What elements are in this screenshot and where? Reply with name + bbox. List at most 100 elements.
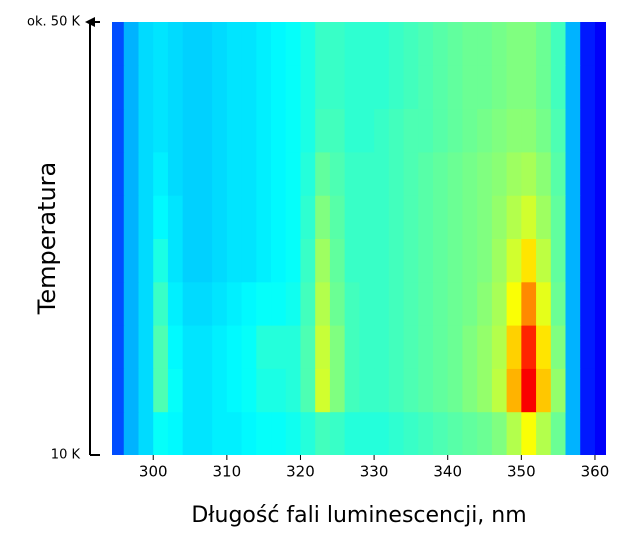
heatmap-cell — [388, 65, 405, 110]
heatmap-cell — [521, 238, 537, 283]
heatmap-cell — [447, 195, 463, 239]
heatmap-cell — [138, 281, 154, 326]
heatmap-cell — [182, 281, 198, 326]
heatmap-cell — [374, 108, 390, 153]
heatmap-cell — [153, 238, 169, 283]
heatmap-cell — [285, 65, 301, 110]
heatmap-cell — [112, 65, 125, 110]
heatmap-cell — [315, 411, 331, 455]
heatmap-cell — [477, 325, 493, 369]
heatmap-cell — [285, 108, 301, 153]
heatmap-cell — [241, 325, 257, 369]
heatmap-cell — [226, 22, 243, 66]
heatmap-cell — [285, 325, 301, 369]
heatmap-cell — [138, 108, 154, 153]
heatmap-cell — [167, 151, 184, 196]
heatmap-cell — [197, 411, 213, 455]
heatmap-cell — [432, 368, 449, 413]
heatmap-cell — [241, 411, 257, 455]
heatmap-cell — [418, 411, 434, 455]
heatmap-cell — [300, 108, 316, 153]
heatmap-cell — [403, 281, 419, 326]
heatmap-cell — [462, 151, 478, 196]
heatmap-cell — [359, 238, 375, 283]
heatmap-cell — [329, 325, 346, 369]
heatmap-cell — [153, 411, 169, 455]
heatmap-cell — [447, 411, 463, 455]
heatmap-cell — [256, 281, 272, 326]
x-tick-label: 350 — [507, 463, 536, 481]
heatmap-cell — [536, 281, 552, 326]
heatmap-cell — [462, 108, 478, 153]
heatmap-cell — [256, 325, 272, 369]
heatmap-cell — [565, 108, 581, 153]
heatmap-cell — [521, 65, 537, 110]
heatmap-cell — [359, 368, 375, 413]
heatmap-cell — [344, 411, 360, 455]
heatmap-cell — [123, 151, 140, 196]
heatmap-cell — [580, 281, 596, 326]
heatmap-cell — [506, 22, 522, 66]
heatmap-cell — [462, 368, 478, 413]
heatmap-cell — [212, 108, 228, 153]
heatmap-cell — [462, 195, 478, 239]
heatmap-cell — [447, 368, 463, 413]
heatmap-cell — [329, 195, 346, 239]
heatmap-cell — [580, 411, 596, 455]
heatmap-cell — [374, 22, 390, 66]
heatmap-cell — [329, 65, 346, 110]
heatmap-cell — [536, 65, 552, 110]
heatmap-cell — [403, 108, 419, 153]
heatmap-cell — [432, 65, 449, 110]
heatmap-cell — [506, 411, 522, 455]
heatmap-cell — [153, 368, 169, 413]
heatmap-cell — [491, 22, 508, 66]
heatmap-cell — [594, 411, 606, 455]
heatmap-cell — [388, 108, 405, 153]
heatmap-cell — [462, 65, 478, 110]
heatmap-cell — [212, 281, 228, 326]
heatmap-cell — [506, 65, 522, 110]
heatmap-cell — [344, 368, 360, 413]
heatmap-cell — [403, 368, 419, 413]
heatmap-cell — [344, 325, 360, 369]
heatmap-cell — [197, 65, 213, 110]
heatmap-cell — [256, 108, 272, 153]
y-tick-label: ok. 50 K — [27, 15, 80, 30]
heatmap-cell — [491, 238, 508, 283]
heatmap-cell — [153, 22, 169, 66]
heatmap-cell — [300, 151, 316, 196]
heatmap-cell — [256, 411, 272, 455]
heatmap-cell — [271, 325, 287, 369]
heatmap-cell — [565, 411, 581, 455]
heatmap-cell — [447, 65, 463, 110]
heatmap-cell — [388, 195, 405, 239]
heatmap-cell — [521, 151, 537, 196]
heatmap-cell — [123, 195, 140, 239]
heatmap-cell — [153, 108, 169, 153]
heatmap-cell — [112, 411, 125, 455]
heatmap-cell — [271, 195, 287, 239]
heatmap-cell — [550, 151, 567, 196]
heatmap-cell — [565, 281, 581, 326]
heatmap-cell — [432, 238, 449, 283]
heatmap-cell — [594, 281, 606, 326]
heatmap-cell — [226, 281, 243, 326]
heatmap-cell — [418, 22, 434, 66]
heatmap-cell — [138, 22, 154, 66]
heatmap-cell — [123, 22, 140, 66]
heatmap-cell — [536, 325, 552, 369]
heatmap-cell — [112, 368, 125, 413]
heatmap-cell — [536, 411, 552, 455]
heatmap-cell — [167, 65, 184, 110]
heatmap-cell — [212, 22, 228, 66]
heatmap-cell — [447, 151, 463, 196]
heatmap-cell — [506, 281, 522, 326]
heatmap-cell — [447, 325, 463, 369]
heatmap-cell — [241, 281, 257, 326]
heatmap-cell — [491, 281, 508, 326]
heatmap-cell — [477, 368, 493, 413]
heatmap-cell — [418, 325, 434, 369]
heatmap-cell — [123, 108, 140, 153]
heatmap-cell — [167, 22, 184, 66]
